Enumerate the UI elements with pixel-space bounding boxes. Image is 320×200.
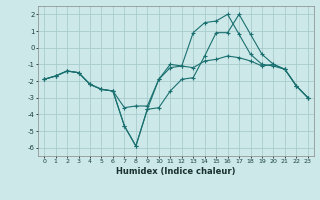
- X-axis label: Humidex (Indice chaleur): Humidex (Indice chaleur): [116, 167, 236, 176]
